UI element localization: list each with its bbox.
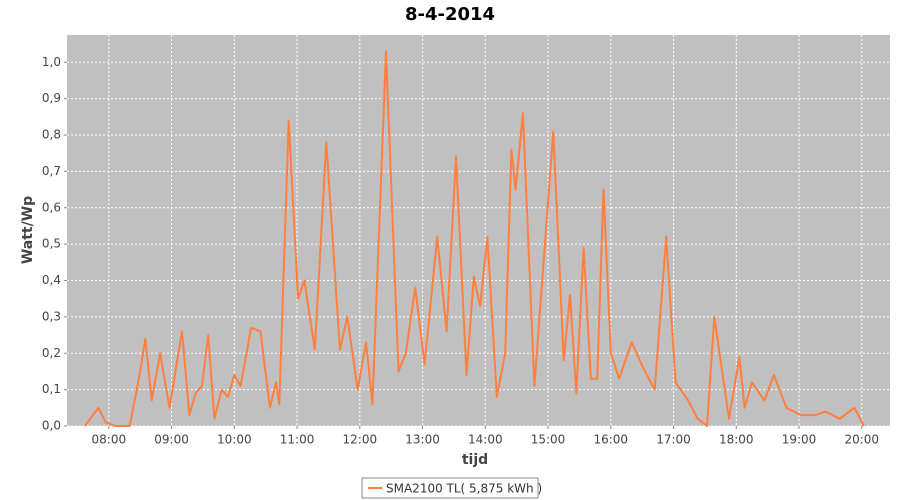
y-tick-label: 0,2	[42, 346, 61, 360]
x-tick-label: 12:00	[343, 433, 378, 447]
x-tick-label: 10:00	[217, 433, 252, 447]
x-tick-label: 08:00	[92, 433, 127, 447]
y-axis-label: Watt/Wp	[20, 196, 36, 264]
y-tick-label: 0,0	[42, 419, 61, 433]
x-tick-label: 16:00	[593, 433, 628, 447]
y-tick-label: 0,4	[42, 273, 61, 287]
y-tick-label: 0,5	[42, 237, 61, 251]
y-tick-label: 0,1	[42, 382, 61, 396]
series-line	[83, 50, 865, 427]
x-tick-label: 15:00	[531, 433, 566, 447]
grid	[67, 35, 890, 427]
marks	[83, 50, 865, 427]
y-tick-label: 0,9	[42, 91, 61, 105]
x-tick-label: 09:00	[154, 433, 189, 447]
legend-label: SMA2100 TL( 5,875 kWh )	[386, 482, 542, 496]
x-tick-label: 20:00	[844, 433, 879, 447]
x-axis-label: tijd	[462, 452, 488, 468]
x-tick-label: 18:00	[719, 433, 754, 447]
x-tick-label: 19:00	[782, 433, 817, 447]
plot-area	[67, 35, 890, 426]
chart-title: 8-4-2014	[405, 4, 495, 25]
y-tick-label: 1,0	[42, 55, 61, 69]
x-tick-label: 13:00	[405, 433, 440, 447]
x-tick-label: 17:00	[656, 433, 691, 447]
y-tick-label: 0,6	[42, 200, 61, 214]
x-tick-label: 11:00	[280, 433, 315, 447]
y-tick-label: 0,7	[42, 164, 61, 178]
legend	[361, 477, 539, 499]
y-tick-label: 0,3	[42, 309, 61, 323]
x-tick-label: 14:00	[468, 433, 503, 447]
y-tick-label: 0,8	[42, 128, 61, 142]
